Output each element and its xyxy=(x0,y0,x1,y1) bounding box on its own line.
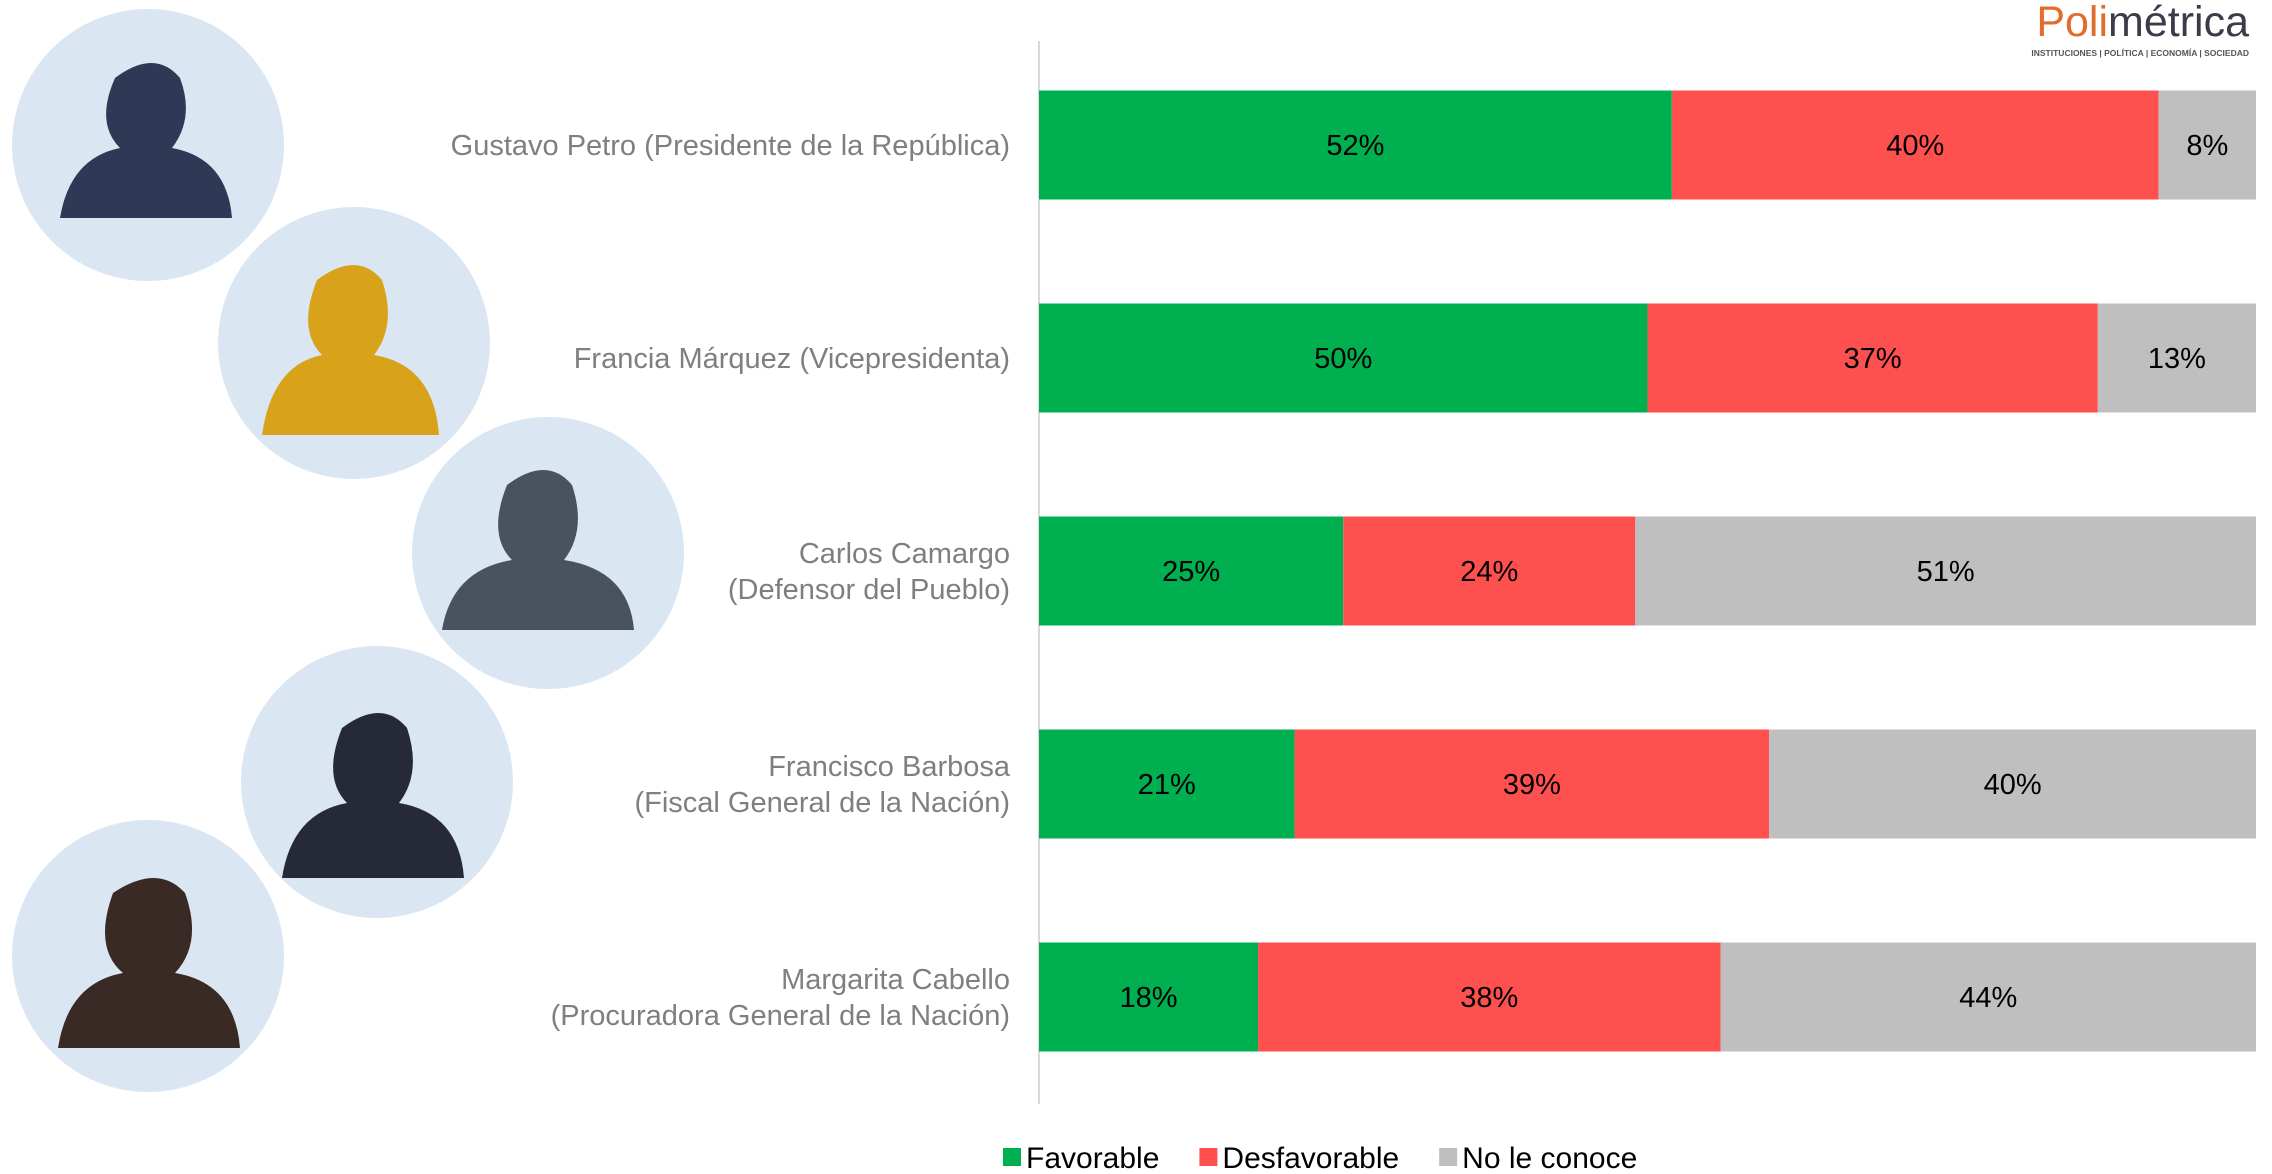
value-label: 39% xyxy=(1503,769,1561,801)
portrait xyxy=(241,646,513,918)
bar-segment xyxy=(1258,942,1721,1052)
bar-segment xyxy=(1647,303,2098,413)
legend-swatch xyxy=(1003,1148,1021,1166)
value-label: 50% xyxy=(1314,343,1372,375)
category-line: Margarita Cabello xyxy=(781,964,1010,996)
value-label: 13% xyxy=(2148,343,2206,375)
value-label: 51% xyxy=(1917,556,1975,588)
category-label: Francia Márquez (Vicepresidenta) xyxy=(574,343,1010,375)
portrait xyxy=(12,820,284,1092)
category-label: Margarita Cabello (Procuradora General de… xyxy=(551,964,1010,1032)
bar-segment xyxy=(1039,729,1295,839)
category-line: Carlos Camargo xyxy=(799,538,1010,570)
bar-segment xyxy=(1039,516,1344,626)
bar-segment xyxy=(1039,942,1259,1052)
legend-label: No le conoce xyxy=(1462,1142,1637,1174)
portrait xyxy=(12,9,284,281)
bar-segment xyxy=(1635,516,2256,626)
category-label: Gustavo Petro (Presidente de la Repúblic… xyxy=(451,130,1010,162)
value-label: 40% xyxy=(1886,130,1944,162)
legend-swatch xyxy=(1199,1148,1218,1166)
bar-segment xyxy=(1343,516,1636,626)
bar-segment xyxy=(1671,90,2159,200)
category-line: (Defensor del Pueblo) xyxy=(728,574,1010,606)
logo-part: métrica xyxy=(2108,0,2249,46)
bar-segment xyxy=(1720,942,2256,1052)
logo-tagline: INSTITUCIONES | POLÍTICA | ECONOMÍA | SO… xyxy=(2031,48,2249,58)
legend-label: Favorable xyxy=(1026,1142,1159,1174)
value-label: 24% xyxy=(1460,556,1518,588)
value-label: 40% xyxy=(1984,769,2042,801)
category-line: Gustavo Petro (Presidente de la Repúblic… xyxy=(451,130,1010,162)
category-label: Francisco Barbosa (Fiscal General de la N… xyxy=(634,751,1010,819)
bar-segment xyxy=(1769,729,2256,839)
logo-part: Poli xyxy=(2036,0,2108,46)
value-label: 44% xyxy=(1959,982,2017,1014)
portrait xyxy=(218,207,490,479)
portraits xyxy=(12,9,684,1092)
bar-segment xyxy=(1039,90,1672,200)
value-label: 18% xyxy=(1120,982,1178,1014)
bar-segment xyxy=(1039,303,1648,413)
legend-label: Desfavorable xyxy=(1222,1142,1399,1174)
category-line: Francisco Barbosa xyxy=(768,751,1011,783)
category-line: Francia Márquez (Vicepresidenta) xyxy=(574,343,1010,375)
portrait xyxy=(412,417,684,689)
category-line: (Procuradora General de la Nación) xyxy=(551,1000,1010,1032)
category-label: Carlos Camargo (Defensor del Pueblo) xyxy=(728,538,1010,606)
value-label: 38% xyxy=(1460,982,1518,1014)
bar-segment xyxy=(2158,90,2256,200)
category-line: (Fiscal General de la Nación) xyxy=(634,787,1010,819)
value-label: 37% xyxy=(1844,343,1902,375)
bar-segment xyxy=(1294,729,1770,839)
bar-segment xyxy=(2097,303,2256,413)
value-label: 21% xyxy=(1138,769,1196,801)
value-label: 8% xyxy=(2186,130,2228,162)
logo-name: Polimétrica xyxy=(2036,0,2249,46)
legend-swatch xyxy=(1439,1148,1458,1166)
value-label: 25% xyxy=(1162,556,1220,588)
value-label: 52% xyxy=(1326,130,1384,162)
